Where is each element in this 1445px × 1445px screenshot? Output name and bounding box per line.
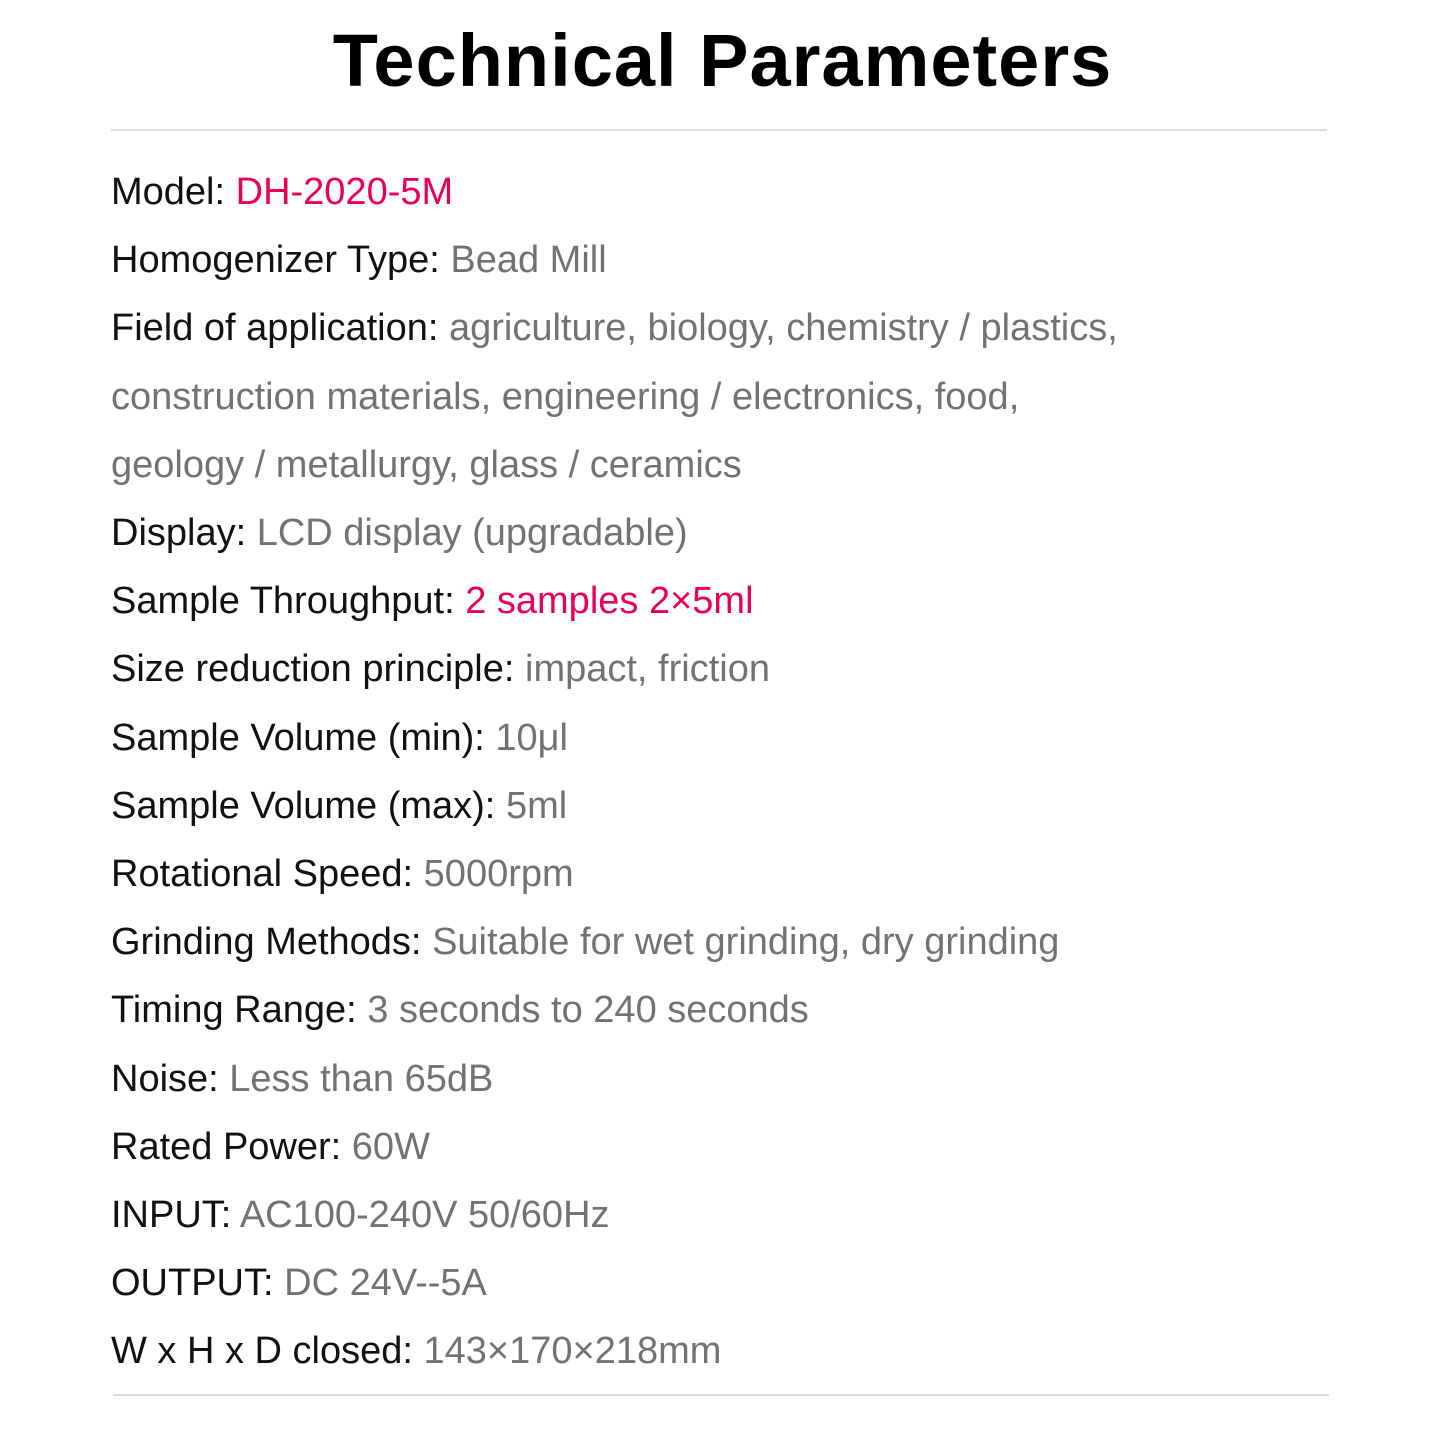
param-label: Sample Volume (max): xyxy=(111,784,496,827)
param-field-of-application-cont: geology / metallurgy, glass / ceramics xyxy=(111,431,1371,499)
param-rated-power: Rated Power: 60W xyxy=(111,1113,1371,1181)
param-noise: Noise: Less than 65dB xyxy=(111,1045,1371,1113)
param-field-of-application-cont: construction materials, engineering / el… xyxy=(111,363,1371,431)
param-value: DH-2020-5M xyxy=(235,171,454,213)
parameter-list: Model: DH-2020-5M Homogenizer Type: Bead… xyxy=(111,158,1371,1386)
param-model: Model: DH-2020-5M xyxy=(111,158,1371,226)
param-value: DC 24V--5A xyxy=(284,1262,487,1305)
param-homogenizer-type: Homogenizer Type: Bead Mill xyxy=(111,226,1371,294)
param-value: Suitable for wet grinding, dry grinding xyxy=(432,921,1060,964)
param-value: 3 seconds to 240 seconds xyxy=(367,989,809,1032)
param-label: Timing Range: xyxy=(111,989,357,1032)
param-output: OUTPUT: DC 24V--5A xyxy=(111,1249,1371,1317)
param-label: Homogenizer Type: xyxy=(111,239,440,282)
page-title: Technical Parameters xyxy=(332,19,1113,102)
param-label: OUTPUT: xyxy=(111,1262,274,1305)
param-sample-volume-max: Sample Volume (max): 5ml xyxy=(111,772,1371,840)
param-value: 143×170×218mm xyxy=(423,1330,722,1373)
bottom-divider xyxy=(113,1394,1329,1396)
param-value-line: agriculture, biology, chemistry / plasti… xyxy=(448,307,1118,350)
param-label: Model: xyxy=(111,171,226,213)
param-sample-throughput: Sample Throughput: 2 samples 2×5ml xyxy=(111,567,1371,635)
param-value: 2 samples 2×5ml xyxy=(465,580,754,623)
param-label: Sample Volume (min): xyxy=(111,716,485,759)
param-value: AC100-240V 50/60Hz xyxy=(239,1194,610,1237)
param-value: LCD display (upgradable) xyxy=(256,512,688,555)
param-label: Rotational Speed: xyxy=(111,853,414,896)
param-dimensions: W x H x D closed: 143×170×218mm xyxy=(111,1317,1371,1385)
param-value: 60W xyxy=(351,1125,430,1168)
param-label: Grinding Methods: xyxy=(111,921,422,964)
param-label: Noise: xyxy=(111,1057,219,1100)
top-divider xyxy=(111,129,1327,131)
param-value: Less than 65dB xyxy=(229,1057,494,1100)
param-value-line: geology / metallurgy, glass / ceramics xyxy=(111,443,742,486)
param-value: impact, friction xyxy=(525,648,770,691)
param-field-of-application: Field of application: agriculture, biolo… xyxy=(111,294,1371,362)
param-rotational-speed: Rotational Speed: 5000rpm xyxy=(111,840,1371,908)
param-label: Rated Power: xyxy=(111,1125,342,1168)
param-display: Display: LCD display (upgradable) xyxy=(111,499,1371,567)
param-label: Field of application: xyxy=(111,307,439,350)
param-size-reduction: Size reduction principle: impact, fricti… xyxy=(111,635,1371,703)
param-sample-volume-min: Sample Volume (min): 10μl xyxy=(111,704,1371,772)
param-label: Sample Throughput: xyxy=(111,580,455,623)
param-grinding-methods: Grinding Methods: Suitable for wet grind… xyxy=(111,908,1371,976)
param-label: Size reduction principle: xyxy=(111,648,515,691)
param-label: INPUT: xyxy=(111,1194,232,1237)
param-label: Display: xyxy=(111,512,247,555)
param-timing-range: Timing Range: 3 seconds to 240 seconds xyxy=(111,976,1371,1044)
param-value: 5000rpm xyxy=(423,853,574,896)
param-label: W x H x D closed: xyxy=(111,1330,413,1373)
param-value-line: construction materials, engineering / el… xyxy=(111,375,1020,418)
param-value: Bead Mill xyxy=(450,239,607,282)
param-value: 5ml xyxy=(505,784,568,827)
param-input: INPUT: AC100-240V 50/60Hz xyxy=(111,1181,1371,1249)
param-value: 10μl xyxy=(495,716,568,759)
